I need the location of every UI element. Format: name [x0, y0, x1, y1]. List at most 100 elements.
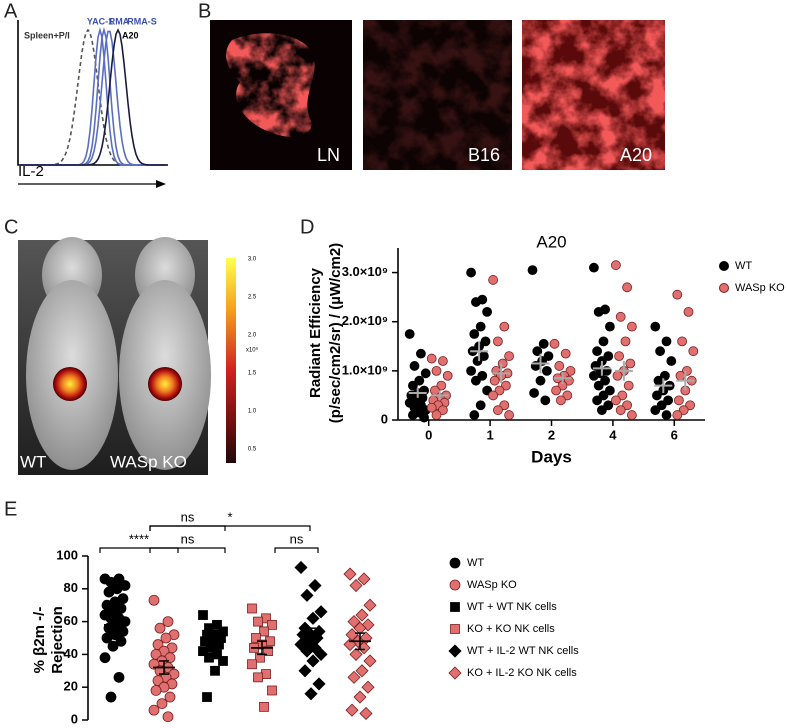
y-axis-label: Rejection — [49, 606, 66, 674]
y-axis-label: Radiant Efficiency — [307, 267, 324, 398]
point — [623, 380, 634, 391]
point — [598, 390, 609, 401]
point — [625, 358, 636, 369]
legend-label: WT + WT NK cells — [467, 601, 557, 613]
point — [361, 680, 375, 694]
point — [115, 635, 127, 647]
point — [306, 654, 320, 668]
point — [414, 375, 425, 386]
point — [202, 692, 212, 702]
legend-label: WASp KO — [735, 282, 785, 294]
point — [661, 336, 672, 347]
point — [404, 329, 415, 339]
panel-label: A — [4, 0, 18, 22]
legend-marker — [448, 666, 462, 680]
image-texture — [363, 20, 512, 170]
point — [660, 370, 670, 381]
colorbar — [226, 258, 236, 463]
point — [267, 619, 277, 630]
point — [355, 608, 369, 622]
point — [415, 348, 426, 359]
point — [661, 410, 672, 420]
point — [615, 311, 626, 322]
point — [294, 560, 308, 575]
significance-bracket — [149, 547, 226, 553]
point — [688, 346, 699, 357]
panel-label: C — [4, 216, 18, 238]
axis — [17, 20, 168, 166]
legend-label: WT + IL-2 WT NK cells — [467, 645, 579, 657]
point — [204, 652, 214, 663]
point — [304, 687, 318, 701]
x-tick-label: 2 — [548, 427, 555, 442]
point — [343, 567, 357, 581]
y-axis-label: (p/sec/cm2/sr) / (µW/cm2) — [327, 243, 344, 423]
point — [469, 329, 480, 339]
colorbar-tick-label: 2.0 — [248, 333, 257, 339]
legend-marker — [448, 644, 462, 658]
x-tick-label: 4 — [609, 427, 617, 442]
point — [614, 351, 624, 362]
point — [298, 664, 312, 678]
chart-title: A20 — [536, 232, 566, 251]
panel-b — [210, 20, 665, 170]
point — [436, 380, 447, 391]
point — [653, 375, 664, 386]
panel-label: E — [4, 498, 17, 520]
legend-label: KO + KO NK cells — [467, 623, 555, 635]
point — [504, 410, 515, 420]
curve-label: RMA — [109, 16, 130, 26]
point — [678, 405, 689, 416]
point — [560, 348, 571, 359]
point — [683, 306, 694, 317]
point — [472, 356, 483, 366]
point — [160, 632, 172, 644]
point — [489, 375, 500, 386]
point — [218, 656, 228, 666]
point — [677, 336, 687, 347]
point — [565, 365, 576, 376]
legend-marker — [449, 579, 461, 591]
point — [477, 370, 488, 381]
point — [488, 390, 499, 401]
point — [363, 654, 377, 668]
point — [488, 275, 499, 285]
y-tick-label: 100 — [56, 547, 78, 562]
point — [549, 338, 560, 349]
point — [437, 356, 448, 366]
x-tick-label: 6 — [671, 427, 678, 442]
point — [470, 297, 481, 307]
point — [656, 400, 667, 411]
point — [543, 351, 554, 362]
point — [306, 611, 320, 625]
y-axis-label: % β2m -/- — [31, 607, 48, 674]
point — [622, 400, 632, 411]
colorbar-tick-label: 1.0 — [248, 409, 257, 415]
point — [107, 640, 119, 652]
legend-marker — [719, 261, 729, 271]
point — [353, 690, 367, 704]
significance-label: ns — [290, 531, 304, 546]
point — [622, 282, 632, 293]
point — [198, 610, 208, 620]
point — [611, 260, 621, 271]
point — [466, 267, 477, 278]
point — [597, 405, 607, 416]
y-tick-label: 40 — [64, 646, 78, 661]
point — [162, 711, 174, 723]
point — [347, 670, 361, 684]
x-tick-label: 1 — [486, 427, 493, 442]
point — [255, 652, 265, 663]
point — [556, 395, 566, 406]
point — [359, 706, 373, 721]
x-axis-label: IL-2 — [18, 163, 44, 180]
y-tick-label: 0 — [71, 711, 78, 726]
legend-marker — [719, 283, 729, 293]
panel-label: D — [300, 216, 314, 238]
point — [470, 375, 481, 386]
point — [314, 605, 328, 619]
point — [357, 572, 371, 586]
legend-marker — [449, 557, 461, 569]
panel-a — [17, 20, 168, 188]
point — [349, 578, 363, 593]
